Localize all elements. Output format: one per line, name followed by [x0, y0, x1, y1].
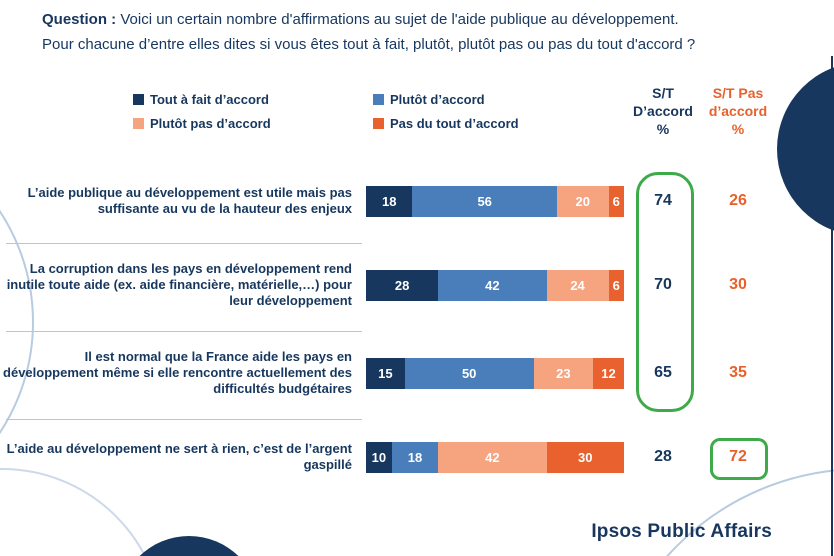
- legend-swatch-icon: [133, 118, 144, 129]
- bar-segment: 28: [366, 269, 439, 301]
- disagree-header-line: d’accord: [708, 103, 768, 119]
- bar-segment: 15: [366, 357, 405, 389]
- brand-logo-text: Ipsos Public Affairs: [591, 521, 772, 542]
- chart-row: L’aide publique au développement est uti…: [0, 168, 790, 234]
- question-text-2: Pour chacune d’entre elles dites si vous…: [42, 36, 696, 53]
- bar-segment: 10: [366, 441, 392, 473]
- legend-label: Pas du tout d’accord: [390, 116, 519, 131]
- right-edge-line: [831, 56, 833, 556]
- bar-segment: 24: [546, 269, 609, 301]
- disagree-total: 72: [729, 448, 747, 465]
- bar-segment: 56: [412, 185, 557, 217]
- disagree-highlight-ring: [710, 438, 768, 480]
- legend-item-plutot-pas: Plutôt pas d’accord: [133, 116, 373, 131]
- legend-item-tout-a-fait: Tout à fait d’accord: [133, 92, 373, 107]
- legend-label: Plutôt d’accord: [390, 92, 485, 107]
- disagree-header-line: %: [731, 121, 745, 137]
- question-line-1: Question : Voici un certain nombre d'aff…: [42, 7, 814, 32]
- agree-total: 70: [654, 276, 672, 293]
- agree-total: 28: [654, 448, 672, 465]
- bar-segment: 42: [438, 441, 547, 473]
- disagree-total: 35: [729, 364, 747, 381]
- legend-label: Plutôt pas d’accord: [150, 116, 271, 131]
- statement-text: L’aide publique au développement est uti…: [27, 185, 352, 216]
- legend-item-pas-du-tout: Pas du tout d’accord: [373, 116, 519, 131]
- row-separator: [6, 243, 362, 244]
- agree-highlight-ring: [636, 172, 694, 412]
- statement-text: La corruption dans les pays en développe…: [6, 261, 352, 308]
- agree-header-line: D’accord: [633, 103, 693, 119]
- bar-segment: 18: [391, 441, 439, 473]
- column-header-agree: S/T D’accord %: [630, 84, 696, 138]
- stacked-bar: 18 56 20 6: [366, 185, 624, 217]
- row-separator: [6, 331, 362, 332]
- legend-label: Tout à fait d’accord: [150, 92, 269, 107]
- disagree-total: 30: [729, 276, 747, 293]
- legend-item-plutot-accord: Plutôt d’accord: [373, 92, 519, 107]
- chart-row: L’aide au développement ne sert à rien, …: [0, 426, 790, 488]
- stacked-bar: 15 50 23 12: [366, 357, 624, 389]
- disagree-header-line: S/T Pas: [712, 85, 764, 101]
- bar-segment: 20: [556, 185, 609, 217]
- bar-segment: 42: [438, 269, 547, 301]
- agree-total: 74: [654, 192, 672, 209]
- stacked-bar: 10 18 42 30: [366, 441, 624, 473]
- column-header-disagree: S/T Pas d’accord %: [700, 84, 776, 138]
- legend-swatch-icon: [373, 118, 384, 129]
- bar-segment: 30: [546, 441, 624, 473]
- agree-total: 65: [654, 364, 672, 381]
- bar-segment: 50: [404, 357, 534, 389]
- bar-segment: 6: [608, 185, 624, 217]
- legend-swatch-icon: [373, 94, 384, 105]
- stacked-bar: 28 42 24 6: [366, 269, 624, 301]
- bar-segment: 23: [533, 357, 594, 389]
- bar-segment: 6: [608, 269, 624, 301]
- bar-segment: 12: [593, 357, 624, 389]
- chart-row: La corruption dans les pays en développe…: [0, 252, 790, 318]
- legend: Tout à fait d’accord Plutôt d’accord Plu…: [133, 92, 519, 131]
- question-label: Question :: [42, 11, 117, 28]
- question-block: Question : Voici un certain nombre d'aff…: [42, 7, 814, 57]
- chart-row: Il est normal que la France aide les pay…: [0, 340, 790, 406]
- question-text-1: Voici un certain nombre d'affirmations a…: [120, 11, 679, 28]
- disagree-total: 26: [729, 192, 747, 209]
- bar-segment: 18: [366, 185, 413, 217]
- agree-header-line: %: [656, 121, 670, 137]
- legend-swatch-icon: [133, 94, 144, 105]
- statement-text: L’aide au développement ne sert à rien, …: [6, 441, 352, 472]
- statement-text: Il est normal que la France aide les pay…: [3, 349, 352, 396]
- agree-header-line: S/T: [652, 85, 674, 101]
- row-separator: [6, 419, 362, 420]
